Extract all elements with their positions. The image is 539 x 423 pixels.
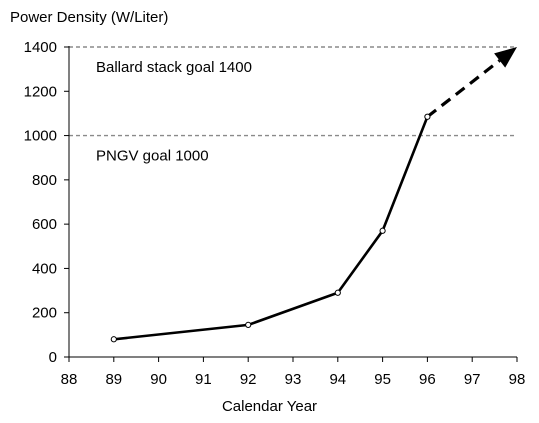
x-tick-label: 90 [150, 371, 167, 388]
y-axis-title: Power Density (W/Liter) [10, 9, 169, 26]
data-point [379, 227, 386, 234]
data-point [334, 289, 341, 296]
axes: 0 200 400 600 800 1000 1200 1400 88 89 90 91 92 93 94 9… [24, 39, 526, 388]
y-tick-label: 0 [49, 349, 57, 366]
x-tick-label: 98 [509, 371, 526, 388]
x-tick-label: 92 [240, 371, 257, 388]
y-tick-label: 1000 [24, 128, 57, 145]
x-tick-label: 96 [419, 371, 436, 388]
y-tick-label: 200 [32, 305, 57, 322]
x-tick-label: 91 [195, 371, 212, 388]
series [110, 47, 517, 343]
y-tick-label: 800 [32, 172, 57, 189]
x-tick-label: 94 [329, 371, 346, 388]
x-tick-label: 88 [61, 371, 78, 388]
y-tick-label: 600 [32, 216, 57, 233]
reference-line-label: PNGV goal 1000 [96, 148, 209, 165]
data-point [424, 113, 431, 120]
x-axis-title: Calendar Year [221, 398, 318, 415]
data-point [245, 321, 252, 328]
reference-line-label: Ballard stack goal 1400 [96, 59, 252, 76]
y-tick-label: 1200 [24, 83, 57, 100]
projection-line [426, 59, 501, 119]
x-tick-label: 89 [105, 371, 122, 388]
data-point [110, 336, 117, 343]
reference-lines: Ballard stack goal 1400 PNGV goal 1000 [69, 46, 517, 165]
projection-arrowhead [494, 47, 517, 68]
x-tick-label: 93 [285, 371, 302, 388]
y-tick-label: 400 [32, 260, 57, 277]
y-tick-label: 1400 [24, 39, 57, 56]
x-tick-label: 97 [464, 371, 481, 388]
x-tick-label: 95 [374, 371, 391, 388]
